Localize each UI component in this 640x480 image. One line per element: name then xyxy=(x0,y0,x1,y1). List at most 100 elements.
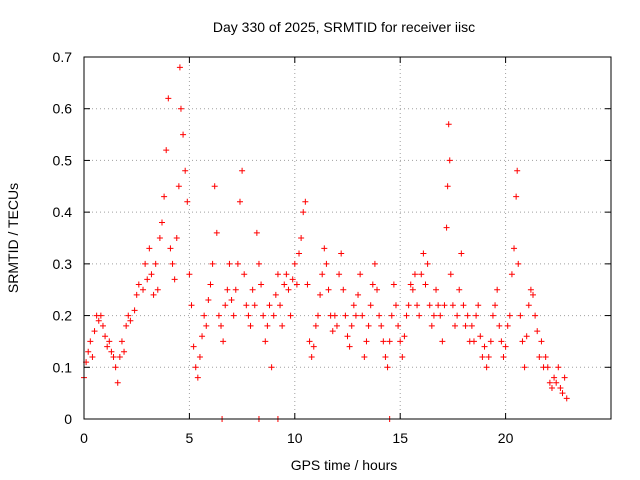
data-point xyxy=(258,281,265,288)
data-point xyxy=(317,291,324,298)
data-point xyxy=(293,281,300,288)
data-point xyxy=(382,353,389,360)
y-tick-label: 0.4 xyxy=(53,204,73,220)
data-point xyxy=(519,338,526,345)
data-point xyxy=(323,260,330,267)
data-point xyxy=(255,260,262,267)
data-point xyxy=(314,312,321,319)
data-point xyxy=(91,328,98,335)
y-tick-label: 0.2 xyxy=(53,308,73,324)
data-point xyxy=(416,312,423,319)
data-point xyxy=(308,353,315,360)
data-point xyxy=(241,271,248,278)
data-point xyxy=(142,260,149,267)
axis-ticks: 0 5 10 15 20 0 0.1 0.2 0.3 0.4 0.5 0.6 0.7 xyxy=(53,49,611,446)
data-point xyxy=(148,271,155,278)
y-tick-label: 0.6 xyxy=(53,101,73,117)
data-point xyxy=(441,302,448,309)
data-point xyxy=(352,312,359,319)
data-point xyxy=(496,322,503,329)
data-point xyxy=(321,245,328,252)
data-point xyxy=(460,302,467,309)
data-point xyxy=(542,353,549,360)
data-point xyxy=(521,364,528,371)
data-point xyxy=(158,219,165,226)
data-point xyxy=(272,291,279,298)
data-point xyxy=(260,312,267,319)
data-point xyxy=(306,338,313,345)
data-point xyxy=(264,322,271,329)
data-point xyxy=(251,302,258,309)
data-point xyxy=(536,353,543,360)
data-point xyxy=(87,338,94,345)
data-point xyxy=(443,224,450,231)
data-point xyxy=(312,322,319,329)
data-point xyxy=(125,312,132,319)
data-point xyxy=(95,317,102,324)
data-point xyxy=(169,260,176,267)
data-point xyxy=(454,312,461,319)
data-point xyxy=(399,353,406,360)
data-point xyxy=(277,302,284,309)
data-point xyxy=(104,343,111,350)
data-point xyxy=(163,147,170,154)
data-point xyxy=(211,183,218,190)
data-point xyxy=(182,167,189,174)
data-point xyxy=(296,250,303,257)
data-point xyxy=(300,209,307,216)
data-point xyxy=(274,271,281,278)
data-point xyxy=(224,286,231,293)
data-point xyxy=(530,291,537,298)
data-point xyxy=(430,312,437,319)
data-point xyxy=(176,64,183,71)
data-point xyxy=(175,183,182,190)
data-point xyxy=(435,302,442,309)
data-point xyxy=(395,322,402,329)
data-point xyxy=(118,338,125,345)
data-point xyxy=(532,312,539,319)
y-tick-label: 0.7 xyxy=(53,49,73,65)
data-point xyxy=(546,379,553,386)
data-point xyxy=(253,229,260,236)
data-point xyxy=(167,245,174,252)
data-point xyxy=(359,312,366,319)
data-point xyxy=(121,348,128,355)
data-point xyxy=(473,312,480,319)
data-point xyxy=(99,322,106,329)
data-point xyxy=(422,281,429,288)
data-point xyxy=(401,333,408,340)
data-point xyxy=(249,286,256,293)
data-point xyxy=(154,286,161,293)
data-point xyxy=(515,260,522,267)
data-point xyxy=(464,312,471,319)
data-point xyxy=(194,374,201,381)
data-point xyxy=(380,338,387,345)
x-tick-label: 20 xyxy=(498,430,514,446)
data-point xyxy=(557,384,564,391)
x-tick-label: 10 xyxy=(287,430,303,446)
data-point xyxy=(548,384,555,391)
data-point xyxy=(525,302,532,309)
data-point xyxy=(350,302,357,309)
data-point xyxy=(131,307,138,314)
data-point xyxy=(403,312,410,319)
y-tick-label: 0.1 xyxy=(53,359,73,375)
data-point xyxy=(371,260,378,267)
data-point xyxy=(140,286,147,293)
data-point xyxy=(161,193,168,200)
data-point xyxy=(511,245,518,252)
data-point xyxy=(283,271,290,278)
data-point xyxy=(239,167,246,174)
data-point xyxy=(407,281,414,288)
y-tick-label: 0 xyxy=(64,411,72,427)
y-tick-label: 0.3 xyxy=(53,256,73,272)
data-point xyxy=(230,312,237,319)
data-point xyxy=(243,302,250,309)
data-point xyxy=(291,260,298,267)
data-point xyxy=(333,322,340,329)
data-point xyxy=(355,291,362,298)
data-point xyxy=(348,322,355,329)
data-point xyxy=(215,312,222,319)
x-tick-label: 5 xyxy=(186,430,194,446)
data-point xyxy=(504,322,511,329)
